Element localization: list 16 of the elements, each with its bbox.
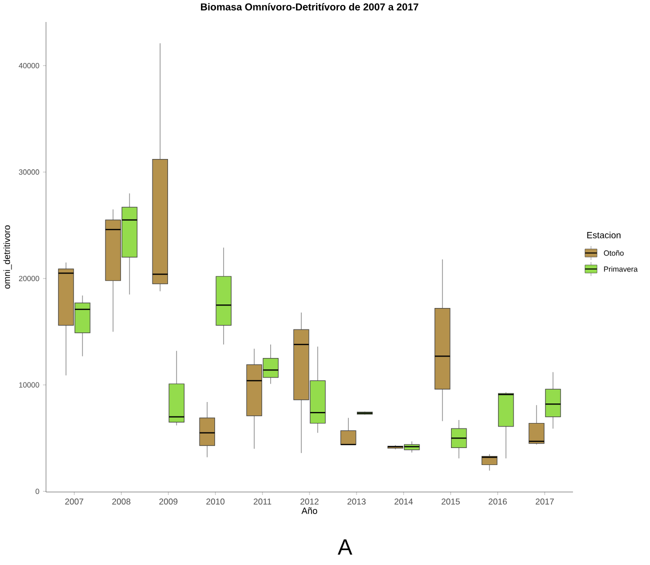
x-axis-title: Año: [302, 507, 318, 514]
chart-title: Biomasa Omnívoro-Detritívoro de 2007 a 2017: [200, 3, 418, 10]
x-tick-label: 2017: [536, 498, 554, 505]
x-tick-label: 2008: [112, 498, 130, 505]
x-tick-label: 2007: [65, 498, 84, 505]
x-tick-label: 2010: [206, 498, 225, 505]
x-tick-label: 2014: [394, 498, 413, 505]
x-tick-label: 2009: [159, 498, 178, 505]
x-tick-label: 2011: [254, 498, 272, 505]
text: A: [338, 539, 352, 555]
x-tick-label: 2016: [488, 498, 507, 505]
x-tick-label: 2013: [348, 498, 366, 505]
y-axis-title: omni_detritivoro: [3, 225, 12, 289]
legend-title: Estacion: [587, 232, 620, 238]
x-tick-label: 2012: [300, 498, 319, 505]
x-tick-label: 2015: [442, 498, 460, 505]
